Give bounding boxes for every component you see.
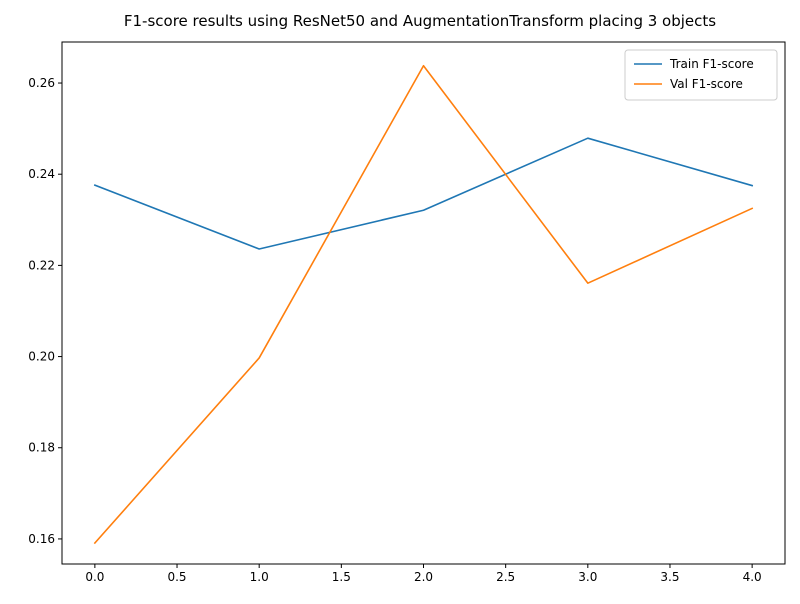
y-tick-label: 0.26 (28, 76, 55, 90)
y-tick-label: 0.24 (28, 167, 55, 181)
legend-label-val: Val F1-score (670, 77, 743, 91)
x-tick-label: 1.0 (250, 570, 269, 584)
y-tick-label: 0.22 (28, 258, 55, 272)
chart-title: F1-score results using ResNet50 and Augm… (124, 12, 716, 30)
plot-area: 0.0 0.5 1.0 1.5 2.0 2.5 3.0 3.5 4.0 0.16 0.18 0.20 0… (28, 41, 786, 584)
series-line-val (93, 64, 754, 545)
x-tick-label: 2.0 (414, 570, 433, 584)
x-tick-label: 0.0 (85, 570, 104, 584)
legend-box (624, 49, 778, 101)
x-tick-label: 4.0 (743, 570, 762, 584)
x-tick-label: 1.5 (332, 570, 351, 584)
axes-frame (61, 41, 786, 565)
y-tick-label: 0.18 (28, 441, 55, 455)
y-tick-label: 0.20 (28, 350, 55, 364)
x-tick-label: 0.5 (167, 570, 186, 584)
x-tick-label: 2.5 (496, 570, 515, 584)
series-line-train (93, 137, 754, 250)
x-tick-label: 3.5 (660, 570, 679, 584)
y-tick-label: 0.16 (28, 532, 55, 546)
x-tick-label: 3.0 (578, 570, 597, 584)
legend-label-train: Train F1-score (669, 57, 754, 71)
